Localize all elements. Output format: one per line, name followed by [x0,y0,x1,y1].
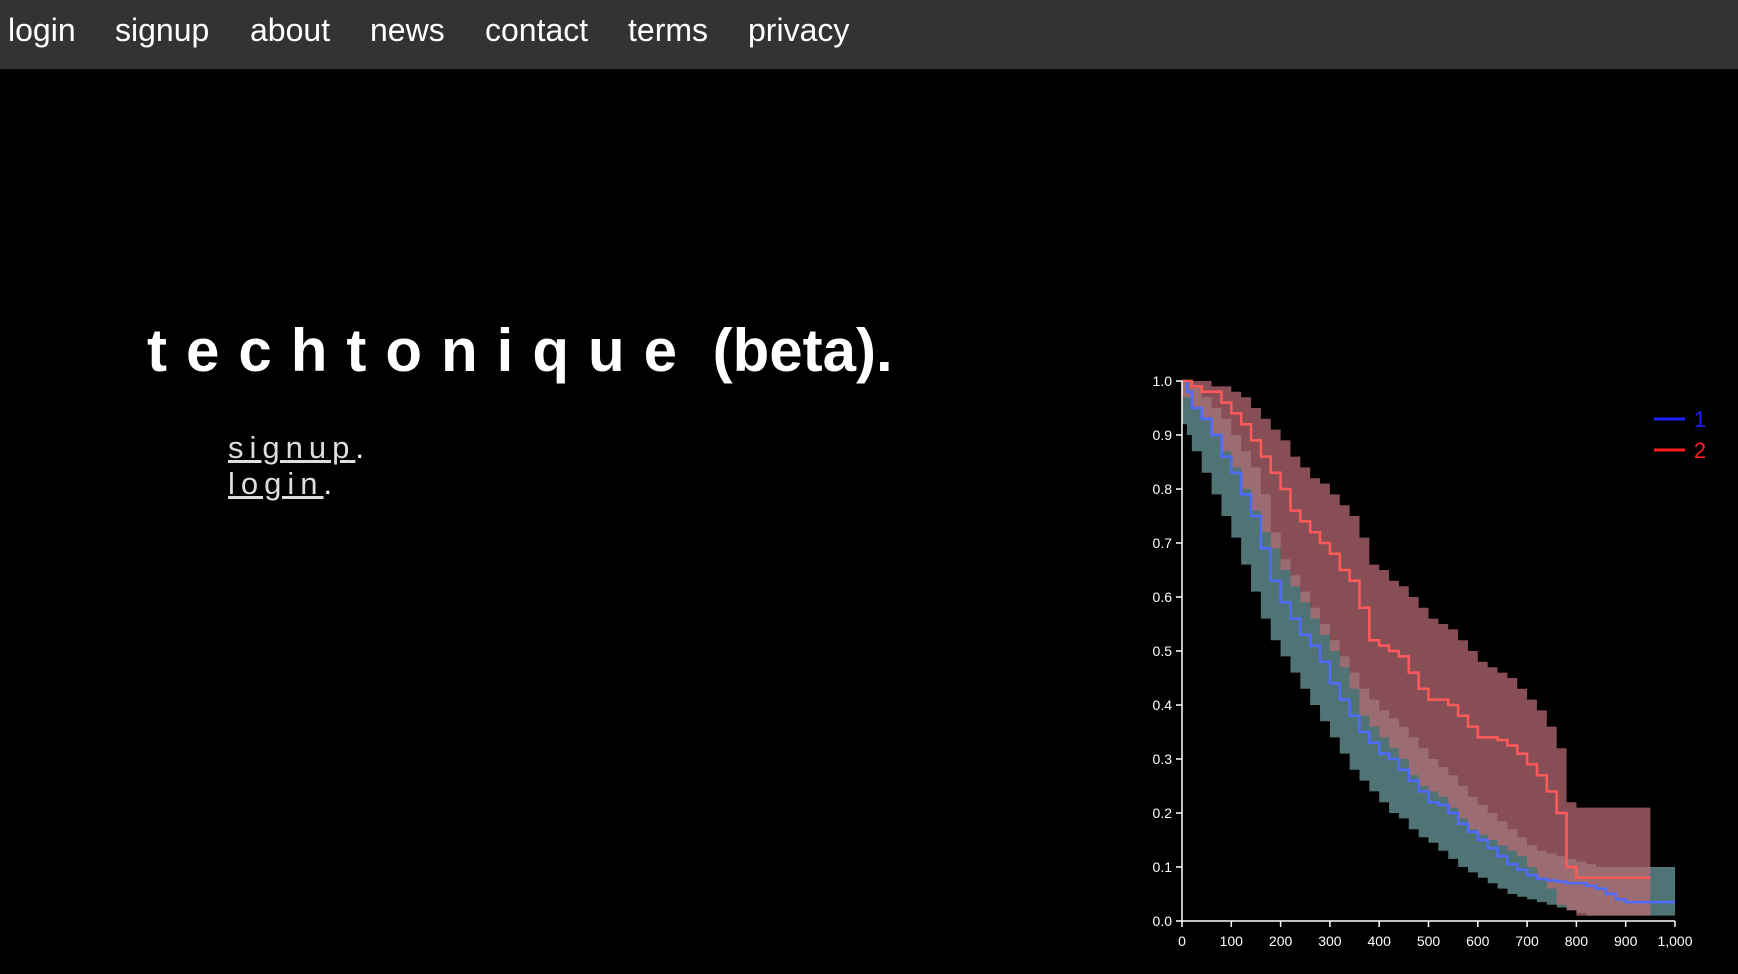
x-tick-label: 400 [1368,933,1392,949]
top-navbar: login signup about news contact terms pr… [0,0,1738,69]
page-title: techtonique (beta). [147,316,893,386]
survival-chart: 0.0 0.1 0.2 0.3 0.4 0.5 0.6 0.7 0.8 0.9 1.0 0 100 200… [1120,360,1720,960]
y-tick-label: 0.7 [1153,535,1173,551]
y-tick-label: 0.1 [1153,859,1173,875]
login-link[interactable]: login [228,466,324,501]
x-tick-label: 100 [1220,933,1244,949]
signup-link[interactable]: signup [228,430,356,465]
x-tick-label: 200 [1269,933,1293,949]
legend-label-1: 1 [1694,407,1706,432]
nav-signup[interactable]: signup [115,12,210,48]
nav-about[interactable]: about [250,12,331,48]
y-tick-label: 0.2 [1153,805,1173,821]
x-tick-label: 1,000 [1657,933,1692,949]
series-2-line [1182,379,1651,880]
nav-privacy[interactable]: privacy [748,12,850,48]
x-tick-label: 300 [1318,933,1342,949]
signup-period: . [355,430,364,465]
series-2-ci-band [1182,381,1651,916]
x-tick-label: 500 [1417,933,1441,949]
x-tick-label: 0 [1178,933,1186,949]
y-tick-label: 0.4 [1153,697,1173,713]
y-tick-label: 0.8 [1153,481,1173,497]
y-tick-label: 0.9 [1153,427,1173,443]
login-cta: login. [228,466,332,502]
chart-svg: 0.0 0.1 0.2 0.3 0.4 0.5 0.6 0.7 0.8 0.9 1.0 0 100 200… [1153,373,1707,949]
x-tick-label: 900 [1614,933,1638,949]
nav-contact[interactable]: contact [485,12,589,48]
series-1-line [1182,379,1675,904]
nav-login[interactable]: login [8,12,76,48]
x-tick-label: 600 [1466,933,1490,949]
y-tick-label: 0.0 [1153,913,1173,929]
y-tick-label: 0.6 [1153,589,1173,605]
y-tick-label: 1.0 [1153,373,1173,389]
nav-news[interactable]: news [370,12,445,48]
y-tick-label: 0.5 [1153,643,1173,659]
title-brand: techtonique [147,317,696,384]
x-tick-label: 800 [1565,933,1589,949]
title-suffix: (beta). [696,317,893,384]
nav-terms[interactable]: terms [628,12,708,48]
y-tick-label: 0.3 [1153,751,1173,767]
legend-label-2: 2 [1694,438,1706,463]
x-tick-label: 700 [1515,933,1539,949]
login-period: . [323,466,333,501]
signup-cta: signup. [228,430,364,466]
